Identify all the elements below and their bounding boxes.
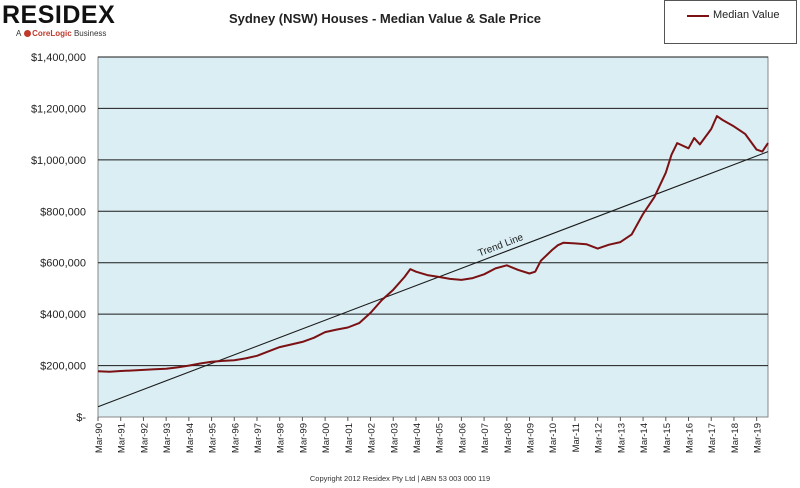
x-tick-label: Mar-10: [548, 423, 559, 453]
x-tick-label: Mar-08: [503, 423, 514, 453]
chart-legend: Median Value: [664, 0, 797, 44]
x-tick-label: Mar-03: [389, 423, 400, 453]
x-tick-label: Mar-16: [685, 423, 696, 453]
x-tick-label: Mar-99: [298, 423, 309, 453]
y-tick-label: $400,000: [40, 309, 86, 321]
x-tick-label: Mar-17: [707, 423, 718, 453]
y-tick-label: $200,000: [40, 361, 86, 373]
plot-area: [97, 56, 769, 418]
y-tick-label: $800,000: [40, 206, 86, 218]
y-tick-label: $600,000: [40, 258, 86, 270]
brand-logo: RESIDEX A CoreLogic Business: [2, 0, 115, 38]
x-tick-label: Mar-02: [367, 423, 378, 453]
x-tick-label: Mar-94: [185, 423, 196, 453]
legend-swatch-median-value: [687, 15, 709, 17]
x-tick-label: Mar-07: [480, 423, 491, 453]
x-tick-label: Mar-13: [616, 423, 627, 453]
series-line-median-value: [97, 115, 769, 373]
x-tick-label: Mar-98: [276, 423, 287, 453]
x-tick-label: Mar-90: [94, 423, 105, 453]
y-tick-label: $1,200,000: [31, 103, 86, 115]
brand-subtitle: A CoreLogic Business: [16, 29, 115, 38]
x-tick-label: Mar-95: [208, 423, 219, 453]
x-tick-label: Mar-04: [412, 423, 423, 453]
y-tick-label: $1,000,000: [31, 155, 86, 167]
brand-sub-suffix: Business: [73, 29, 107, 38]
x-tick-label: Mar-01: [344, 423, 355, 453]
x-tick-label: Mar-96: [230, 423, 241, 453]
x-tick-label: Mar-93: [162, 423, 173, 453]
x-tick-label: Mar-18: [730, 423, 741, 453]
x-tick-label: Mar-05: [435, 423, 446, 453]
corelogic-logo-icon: [24, 30, 32, 37]
x-tick-label: Mar-09: [526, 423, 537, 453]
x-tick-label: Mar-11: [571, 423, 582, 452]
brand-sub-prefix: A: [16, 29, 21, 38]
x-tick-label: Mar-06: [457, 423, 468, 453]
x-tick-label: Mar-19: [753, 423, 764, 453]
x-tick-label: Mar-15: [662, 423, 673, 453]
x-tick-label: Mar-92: [139, 423, 150, 453]
brand-name: RESIDEX: [2, 1, 116, 29]
y-tick-label: $-: [76, 412, 86, 424]
legend-label-median-value: Median Value: [713, 9, 780, 21]
y-tick-label: $1,400,000: [31, 52, 86, 64]
copyright-text: Copyright 2012 Residex Pty Ltd | ABN 53 …: [309, 474, 491, 483]
x-tick-label: Mar-12: [594, 423, 605, 453]
x-tick-label: Mar-14: [639, 423, 650, 453]
x-tick-label: Mar-91: [117, 423, 128, 453]
chart-title: Sydney (NSW) Houses - Median Value & Sal…: [228, 11, 542, 26]
x-tick-label: Mar-97: [253, 423, 264, 453]
x-tick-label: Mar-00: [321, 423, 332, 453]
brand-sub-company: CoreLogic: [32, 29, 72, 38]
